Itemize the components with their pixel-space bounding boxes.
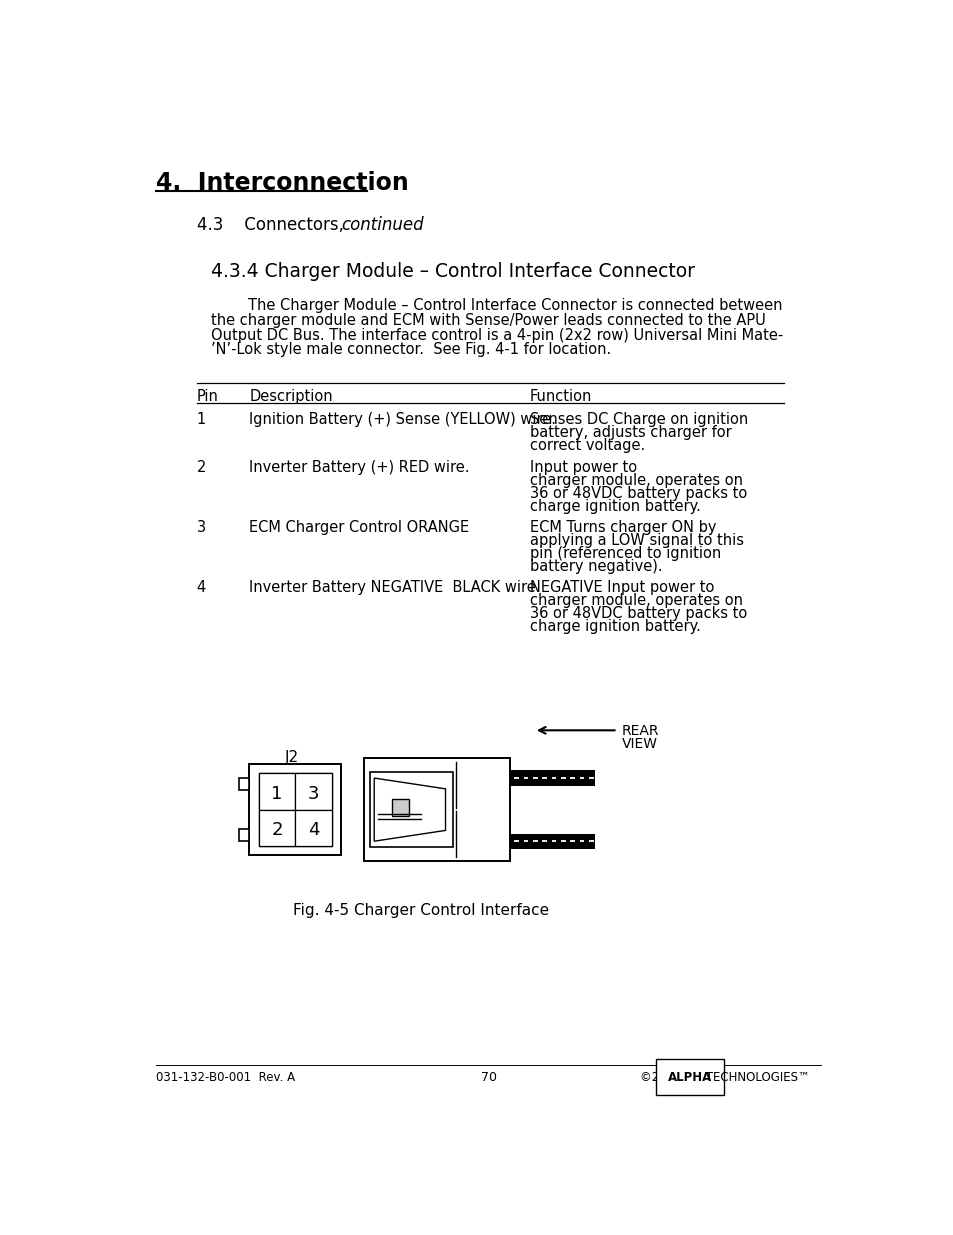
Text: The Charger Module – Control Interface Connector is connected between: The Charger Module – Control Interface C… (211, 299, 781, 314)
Bar (249, 764, 340, 855)
Text: charger module, operates on: charger module, operates on (530, 473, 742, 488)
Bar (392, 799, 409, 816)
Text: NEGATIVE Input power to: NEGATIVE Input power to (530, 580, 714, 595)
Text: Inverter Battery (+) RED wire.: Inverter Battery (+) RED wire. (249, 461, 470, 475)
Polygon shape (374, 778, 445, 841)
Text: 4: 4 (307, 821, 319, 839)
Bar (509, 834, 595, 848)
Text: charger module, operates on: charger module, operates on (530, 593, 742, 609)
Text: 36 or 48VDC battery packs to: 36 or 48VDC battery packs to (530, 606, 746, 621)
Bar (258, 810, 294, 846)
Text: battery, adjusts charger for: battery, adjusts charger for (530, 425, 731, 441)
Bar (370, 772, 453, 847)
Text: ECM Turns charger ON by: ECM Turns charger ON by (530, 520, 716, 535)
Text: ALPHA: ALPHA (667, 1071, 712, 1083)
Text: battery negative).: battery negative). (530, 559, 662, 574)
Text: the charger module and ECM with Sense/Power leads connected to the APU: the charger module and ECM with Sense/Po… (211, 312, 764, 329)
Text: J2: J2 (284, 751, 298, 766)
Text: charge ignition battery.: charge ignition battery. (530, 499, 700, 514)
Text: 1: 1 (271, 785, 282, 803)
Text: ©2000: ©2000 (639, 1071, 688, 1083)
Text: Function: Function (530, 389, 592, 404)
Text: ’N’-Lok style male connector.  See Fig. 4-1 for location.: ’N’-Lok style male connector. See Fig. 4… (211, 342, 610, 357)
Bar (238, 829, 249, 841)
Text: 1: 1 (196, 412, 206, 427)
Text: 3: 3 (307, 785, 319, 803)
Text: Output DC Bus. The interface control is a 4-pin (2x2 row) Universal Mini Mate-: Output DC Bus. The interface control is … (211, 327, 782, 342)
Text: REAR: REAR (620, 724, 659, 739)
Text: 2: 2 (271, 821, 282, 839)
Text: 70: 70 (480, 1071, 497, 1083)
Bar (258, 773, 294, 810)
Bar (509, 771, 595, 785)
Text: Ignition Battery (+) Sense (YELLOW) wire.: Ignition Battery (+) Sense (YELLOW) wire… (249, 412, 556, 427)
Text: 4: 4 (196, 580, 206, 595)
Text: VIEW: VIEW (620, 737, 657, 751)
Text: 3: 3 (196, 520, 206, 535)
Bar (294, 773, 332, 810)
Bar (258, 773, 332, 846)
Text: charge ignition battery.: charge ignition battery. (530, 620, 700, 635)
Text: applying a LOW signal to this: applying a LOW signal to this (530, 534, 743, 548)
Text: Senses DC Charge on ignition: Senses DC Charge on ignition (530, 412, 747, 427)
Text: Fig. 4-5 Charger Control Interface: Fig. 4-5 Charger Control Interface (294, 903, 549, 918)
Text: Description: Description (249, 389, 333, 404)
Text: ECM Charger Control ORANGE: ECM Charger Control ORANGE (249, 520, 469, 535)
Text: pin (referenced to ignition: pin (referenced to ignition (530, 546, 720, 561)
Text: correct voltage.: correct voltage. (530, 438, 644, 453)
Bar (294, 810, 332, 846)
Text: 031-132-B0-001  Rev. A: 031-132-B0-001 Rev. A (156, 1071, 295, 1083)
Text: 36 or 48VDC battery packs to: 36 or 48VDC battery packs to (530, 487, 746, 501)
Text: Inverter Battery NEGATIVE  BLACK wire: Inverter Battery NEGATIVE BLACK wire (249, 580, 536, 595)
Text: TECHNOLOGIES™: TECHNOLOGIES™ (701, 1071, 809, 1083)
Text: 4.3.4 Charger Module – Control Interface Connector: 4.3.4 Charger Module – Control Interface… (211, 262, 694, 282)
Text: Pin: Pin (196, 389, 218, 404)
Text: 4.  Interconnection: 4. Interconnection (156, 172, 409, 195)
Text: 4.3    Connectors,: 4.3 Connectors, (196, 216, 349, 233)
Bar (364, 758, 509, 861)
Text: 2: 2 (196, 461, 206, 475)
Bar (238, 778, 249, 790)
Text: continued: continued (340, 216, 423, 233)
Text: Input power to: Input power to (530, 461, 637, 475)
